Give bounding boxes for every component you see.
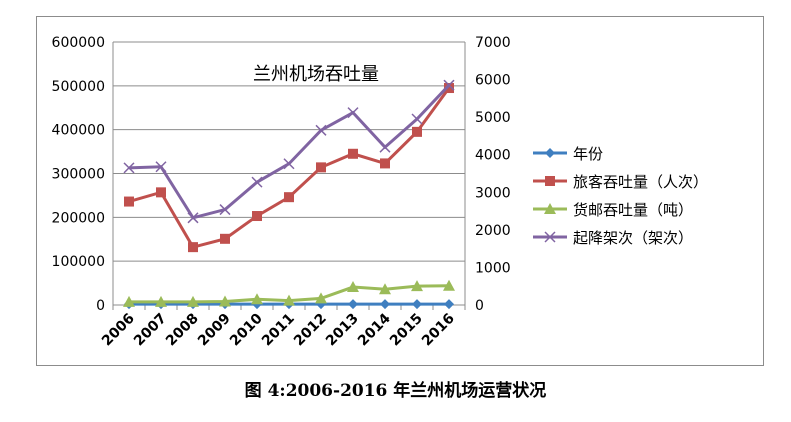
series-2: [124, 83, 454, 253]
legend-item: 旅客吞吐量（人次）: [533, 173, 708, 191]
data-point: [380, 299, 390, 310]
legend-marker: [545, 176, 555, 186]
legend-label: 旅客吞吐量（人次）: [573, 173, 708, 191]
y-right-tick-label: 5000: [475, 110, 511, 126]
data-point: [347, 107, 359, 119]
y-right-tick-label: 7000: [475, 35, 511, 51]
data-point: [443, 79, 455, 91]
data-point: [348, 299, 358, 310]
y-left-tick-label: 0: [96, 298, 105, 314]
data-point: [187, 212, 199, 224]
data-point: [347, 281, 359, 293]
data-point: [316, 162, 326, 173]
x-tick-label: 2014: [355, 310, 394, 349]
data-point: [187, 295, 199, 307]
y-left-tick-label: 400000: [52, 123, 105, 139]
legend-marker: [544, 203, 556, 214]
data-point: [379, 283, 391, 295]
x-tick-label: 2011: [259, 311, 298, 350]
x-tick-label: 2012: [291, 311, 330, 350]
data-point: [219, 204, 231, 216]
y-right-tick-label: 2000: [475, 223, 511, 239]
data-point: [155, 161, 167, 173]
x-tick-label: 2015: [387, 311, 426, 350]
x-tick-label: 2007: [131, 311, 170, 350]
y-right-tick-label: 6000: [475, 73, 511, 89]
data-point: [124, 196, 134, 207]
x-tick-label: 2016: [419, 311, 458, 350]
data-point: [251, 293, 263, 305]
data-point: [123, 295, 135, 307]
data-point: [412, 299, 422, 310]
y-right-tick-label: 3000: [475, 185, 511, 201]
data-point: [412, 126, 422, 137]
data-point: [444, 299, 454, 310]
legend-label: 货邮吞吐量（吨）: [573, 201, 693, 219]
series-line: [128, 87, 451, 249]
x-tick-label: 2010: [227, 310, 266, 349]
series-3: [123, 279, 455, 307]
line-chart: 兰州机场吞吐量 0 100000 200000 300000 400000 500000 6…: [52, 35, 708, 350]
y-right-tick-label: 1000: [475, 260, 511, 276]
data-point: [252, 211, 262, 222]
data-point: [411, 280, 423, 292]
legend-marker: [545, 148, 555, 158]
data-point: [315, 124, 327, 136]
legend-label: 起降架次（架次）: [573, 229, 693, 247]
data-point: [348, 148, 358, 159]
x-tick-label: 2006: [99, 311, 138, 350]
legend-label: 年份: [573, 145, 603, 163]
y-left-tick-label: 300000: [52, 167, 105, 183]
x-tick-label: 2009: [195, 311, 234, 350]
data-point: [284, 192, 294, 203]
data-point: [283, 158, 295, 170]
data-point: [380, 158, 390, 169]
figure-caption: 图 4:2006-2016 年兰州机场运营状况: [244, 381, 547, 401]
legend-item: 起降架次（架次）: [533, 229, 693, 247]
series-4: [123, 79, 455, 224]
x-tick-label: 2008: [163, 311, 202, 350]
legend-item: 货邮吞吐量（吨）: [533, 201, 693, 219]
data-point: [251, 176, 263, 188]
data-point: [156, 187, 166, 198]
y-left-tick-label: 500000: [52, 79, 105, 95]
legend-marker: [544, 231, 556, 243]
y-right-tick-label: 0: [475, 298, 484, 314]
data-point: [444, 83, 454, 94]
data-point: [220, 233, 230, 244]
data-point: [188, 242, 198, 253]
data-point: [219, 295, 231, 307]
legend-item: 年份: [533, 145, 603, 163]
y-left-tick-label: 200000: [52, 210, 105, 226]
data-point: [379, 141, 391, 153]
y-left-tick-label: 100000: [52, 254, 105, 270]
chart-title: 兰州机场吞吐量: [253, 64, 379, 85]
data-point: [315, 292, 327, 304]
data-point: [443, 279, 455, 291]
y-left-tick-label: 600000: [52, 35, 105, 51]
series-layer: [123, 79, 455, 310]
data-point: [155, 295, 167, 307]
y-right-tick-label: 4000: [475, 148, 511, 164]
data-point: [283, 294, 295, 306]
data-point: [411, 113, 423, 125]
data-point: [123, 162, 135, 174]
x-tick-label: 2013: [323, 311, 362, 350]
